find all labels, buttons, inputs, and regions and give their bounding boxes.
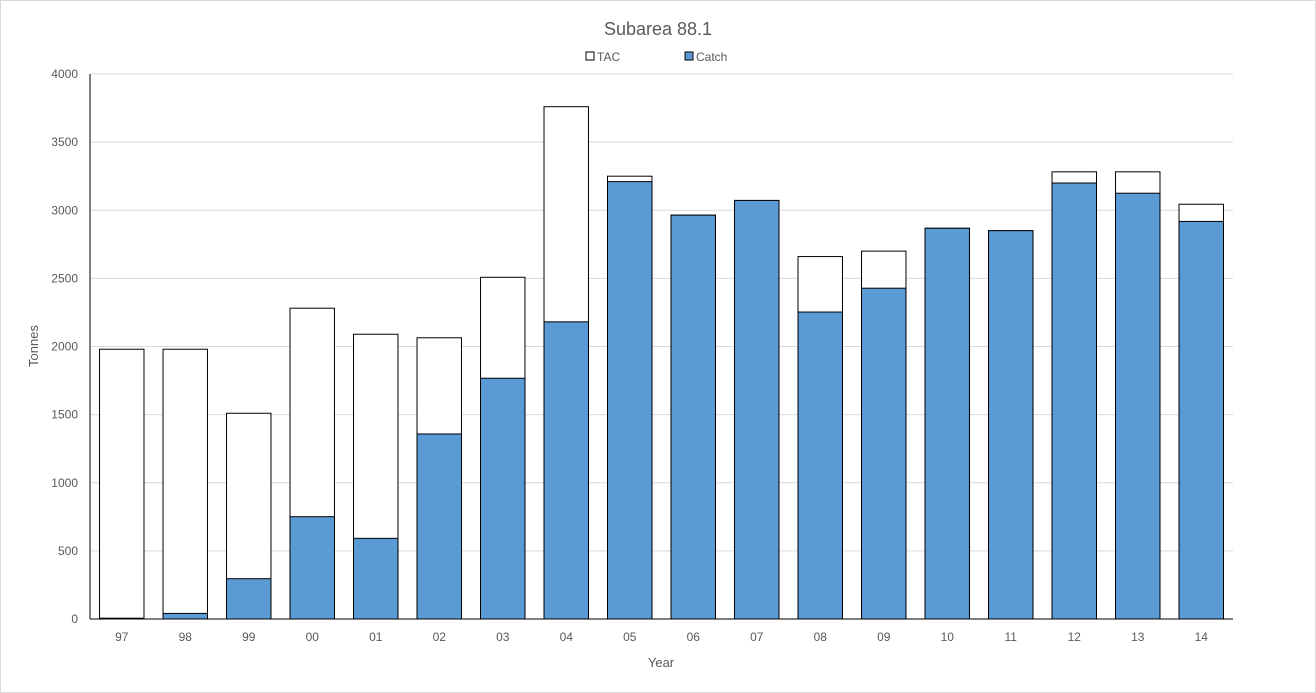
x-tick-label: 97 <box>115 630 129 644</box>
bar-catch-08 <box>797 311 843 620</box>
x-tick-label: 14 <box>1195 630 1209 644</box>
y-tick-label: 0 <box>71 612 78 626</box>
x-tick-label: 02 <box>433 630 447 644</box>
chart-title: Subarea 88.1 <box>604 19 712 39</box>
x-tick-label: 07 <box>750 630 764 644</box>
gridlines <box>90 73 1233 552</box>
bar-catch-04 <box>543 321 589 620</box>
y-axis-label: Tonnes <box>26 325 41 367</box>
y-tick-label: 2500 <box>51 271 78 285</box>
bar-catch-11 <box>988 230 1034 620</box>
bar-tac-98 <box>162 348 208 620</box>
x-tick-label: 99 <box>242 630 256 644</box>
bar-catch-10 <box>924 227 970 620</box>
bar-catch-07 <box>734 199 780 620</box>
y-tick-label: 1500 <box>51 408 78 422</box>
bar-tac-97 <box>99 348 145 620</box>
x-tick-label: 08 <box>814 630 828 644</box>
bar-catch-00 <box>289 516 335 620</box>
x-tick-label: 98 <box>179 630 193 644</box>
y-tick-label: 3500 <box>51 135 78 149</box>
x-tick-label: 10 <box>941 630 955 644</box>
y-tick-label: 500 <box>58 544 78 558</box>
y-tick-label: 4000 <box>51 67 78 81</box>
bar-catch-98 <box>162 612 208 620</box>
x-tick-label: 04 <box>560 630 574 644</box>
bar-catch-12 <box>1051 182 1097 620</box>
x-tick-label: 09 <box>877 630 891 644</box>
bar-catch-13 <box>1115 192 1161 620</box>
bar-catch-03 <box>480 377 526 620</box>
legend-label-catch: Catch <box>696 50 727 64</box>
x-tick-label: 01 <box>369 630 383 644</box>
x-tick-label: 12 <box>1068 630 1082 644</box>
bar-catch-05 <box>607 181 653 620</box>
bar-catch-99 <box>226 578 272 620</box>
legend-swatch-catch <box>684 51 694 61</box>
legend: TAC Catch <box>585 50 727 64</box>
x-tick-label: 13 <box>1131 630 1145 644</box>
bars <box>99 106 1224 620</box>
legend-label-tac: TAC <box>597 50 620 64</box>
y-tick-label: 2000 <box>51 340 78 354</box>
x-tick-label: 05 <box>623 630 637 644</box>
bar-catch-02 <box>416 433 462 620</box>
y-tick-label: 3000 <box>51 203 78 217</box>
x-tick-label: 00 <box>306 630 320 644</box>
x-tick-label: 11 <box>1005 630 1018 644</box>
bar-catch-09 <box>861 287 907 620</box>
bar-catch-14 <box>1178 220 1224 620</box>
x-tick-label: 03 <box>496 630 510 644</box>
x-tick-label: 06 <box>687 630 701 644</box>
bar-catch-01 <box>353 537 399 620</box>
x-axis-label: Year <box>648 655 675 670</box>
y-tick-label: 1000 <box>51 476 78 490</box>
legend-swatch-tac <box>585 51 595 61</box>
bar-catch-06 <box>670 214 716 620</box>
